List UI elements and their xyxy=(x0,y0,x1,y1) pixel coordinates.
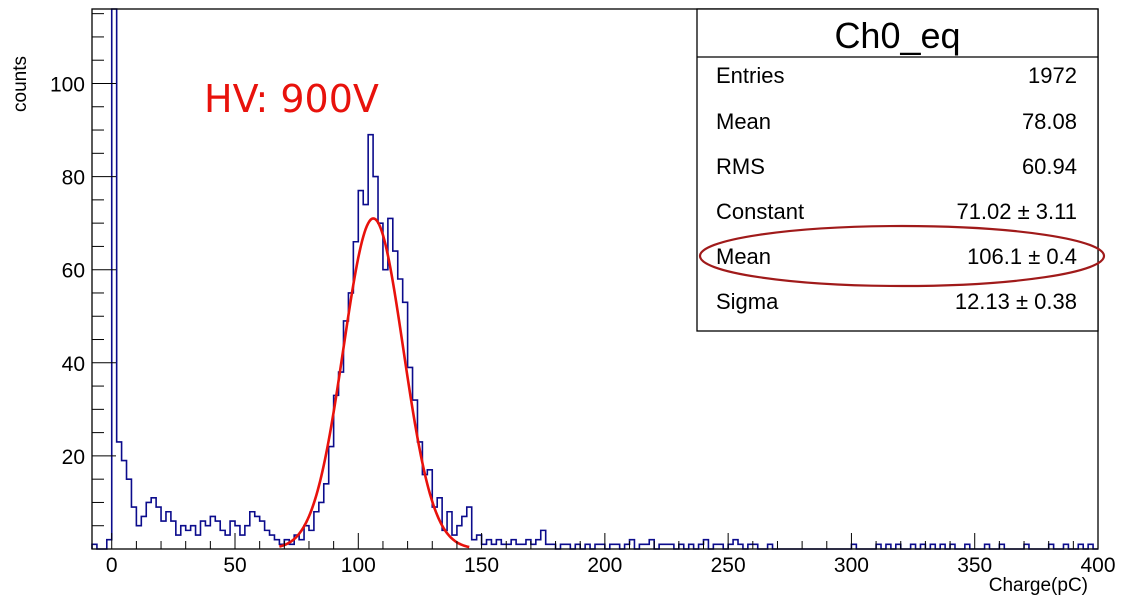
stats-row-value: 71.02 ± 3.11 xyxy=(956,199,1077,224)
stats-row-value: 78.08 xyxy=(1022,109,1077,134)
x-tick-label: 200 xyxy=(587,554,622,577)
y-tick-label: 80 xyxy=(62,167,85,190)
x-tick-label: 350 xyxy=(957,554,992,577)
stats-row-value: 60.94 xyxy=(1022,154,1077,179)
x-tick-label: 300 xyxy=(834,554,869,577)
y-tick-label: 60 xyxy=(62,260,85,283)
x-tick-label: 400 xyxy=(1080,554,1115,577)
y-tick-label: 40 xyxy=(62,353,85,376)
stats-row-label: Mean xyxy=(716,244,771,269)
y-axis-label: counts xyxy=(10,56,31,112)
highlight-ellipse xyxy=(698,224,1106,288)
hv-annotation: HV: 900V xyxy=(204,77,379,121)
y-tick-label: 20 xyxy=(62,446,85,469)
stats-row-label: RMS xyxy=(716,154,765,179)
x-tick-label: 150 xyxy=(464,554,499,577)
stats-row-value: 1972 xyxy=(1028,63,1077,88)
stats-row-value: 12.13 ± 0.38 xyxy=(955,289,1077,314)
stats-row-label: Mean xyxy=(716,109,771,134)
axes: 0 50 100 150 200 250 300 350 400 20 40 60 80 100 xyxy=(50,8,1116,577)
x-axis-label: Charge(pC) xyxy=(989,575,1088,596)
stats-row-label: Entries xyxy=(716,63,784,88)
x-tick-label: 0 xyxy=(106,554,118,577)
x-tick-label: 250 xyxy=(711,554,746,577)
stats-title: Ch0_eq xyxy=(834,15,960,56)
fit-curve xyxy=(279,217,470,549)
stats-row-label: Constant xyxy=(716,199,804,224)
stats-box: Ch0_eq Entries 1972 Mean 78.08 RMS 60.94 Consta… xyxy=(696,8,1106,332)
y-tick-label: 100 xyxy=(50,73,85,96)
x-tick-label: 100 xyxy=(341,554,376,577)
gaussian-fit xyxy=(279,217,470,549)
stats-row-label: Sigma xyxy=(716,289,779,314)
x-tick-label: 50 xyxy=(223,554,246,577)
stats-row-value: 106.1 ± 0.4 xyxy=(967,244,1077,269)
